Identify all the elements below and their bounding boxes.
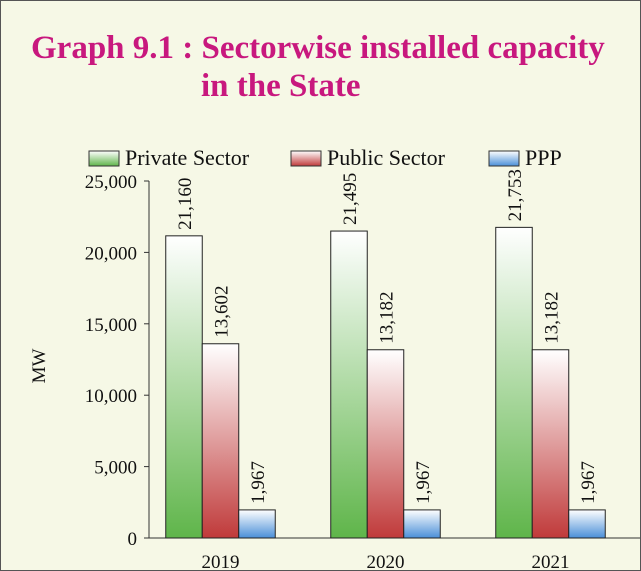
y-tick-label: 25,000 <box>85 172 137 193</box>
bar <box>201 343 240 539</box>
legend-swatch <box>88 150 120 167</box>
bar <box>495 226 533 539</box>
bar <box>568 509 606 539</box>
legend-label: Public Sector <box>327 145 446 170</box>
legend-label: PPP <box>525 145 562 170</box>
legend-swatch <box>290 150 322 167</box>
value-label: 21,160 <box>175 178 196 230</box>
y-axis-label: MW <box>29 349 50 384</box>
y-tick-label: 15,000 <box>85 315 137 336</box>
bar <box>531 349 570 539</box>
bar <box>330 230 368 539</box>
value-label: 21,753 <box>505 169 526 221</box>
y-tick-label: 10,000 <box>85 386 137 407</box>
x-tick-label: 2019 <box>202 552 240 570</box>
value-label: 13,182 <box>542 292 563 344</box>
value-label: 1,967 <box>413 461 434 504</box>
value-label: 1,967 <box>248 461 269 504</box>
legend-swatch <box>488 150 520 167</box>
x-tick-label: 2020 <box>367 552 405 570</box>
chart-title: Graph 9.1 : Sectorwise installed capacit… <box>31 30 605 104</box>
bar <box>238 509 276 539</box>
legend-label: Private Sector <box>125 145 250 170</box>
bar <box>366 349 405 539</box>
value-label: 13,182 <box>377 292 398 344</box>
y-tick-label: 20,000 <box>85 243 137 264</box>
bar <box>403 509 441 539</box>
y-tick-label: 5,000 <box>94 458 137 479</box>
x-tick-label: 2021 <box>532 552 570 570</box>
bar <box>165 235 203 539</box>
value-label: 21,495 <box>340 173 361 225</box>
value-label: 13,602 <box>212 286 233 338</box>
y-tick-label: 0 <box>128 529 138 550</box>
value-label: 1,967 <box>578 461 599 504</box>
